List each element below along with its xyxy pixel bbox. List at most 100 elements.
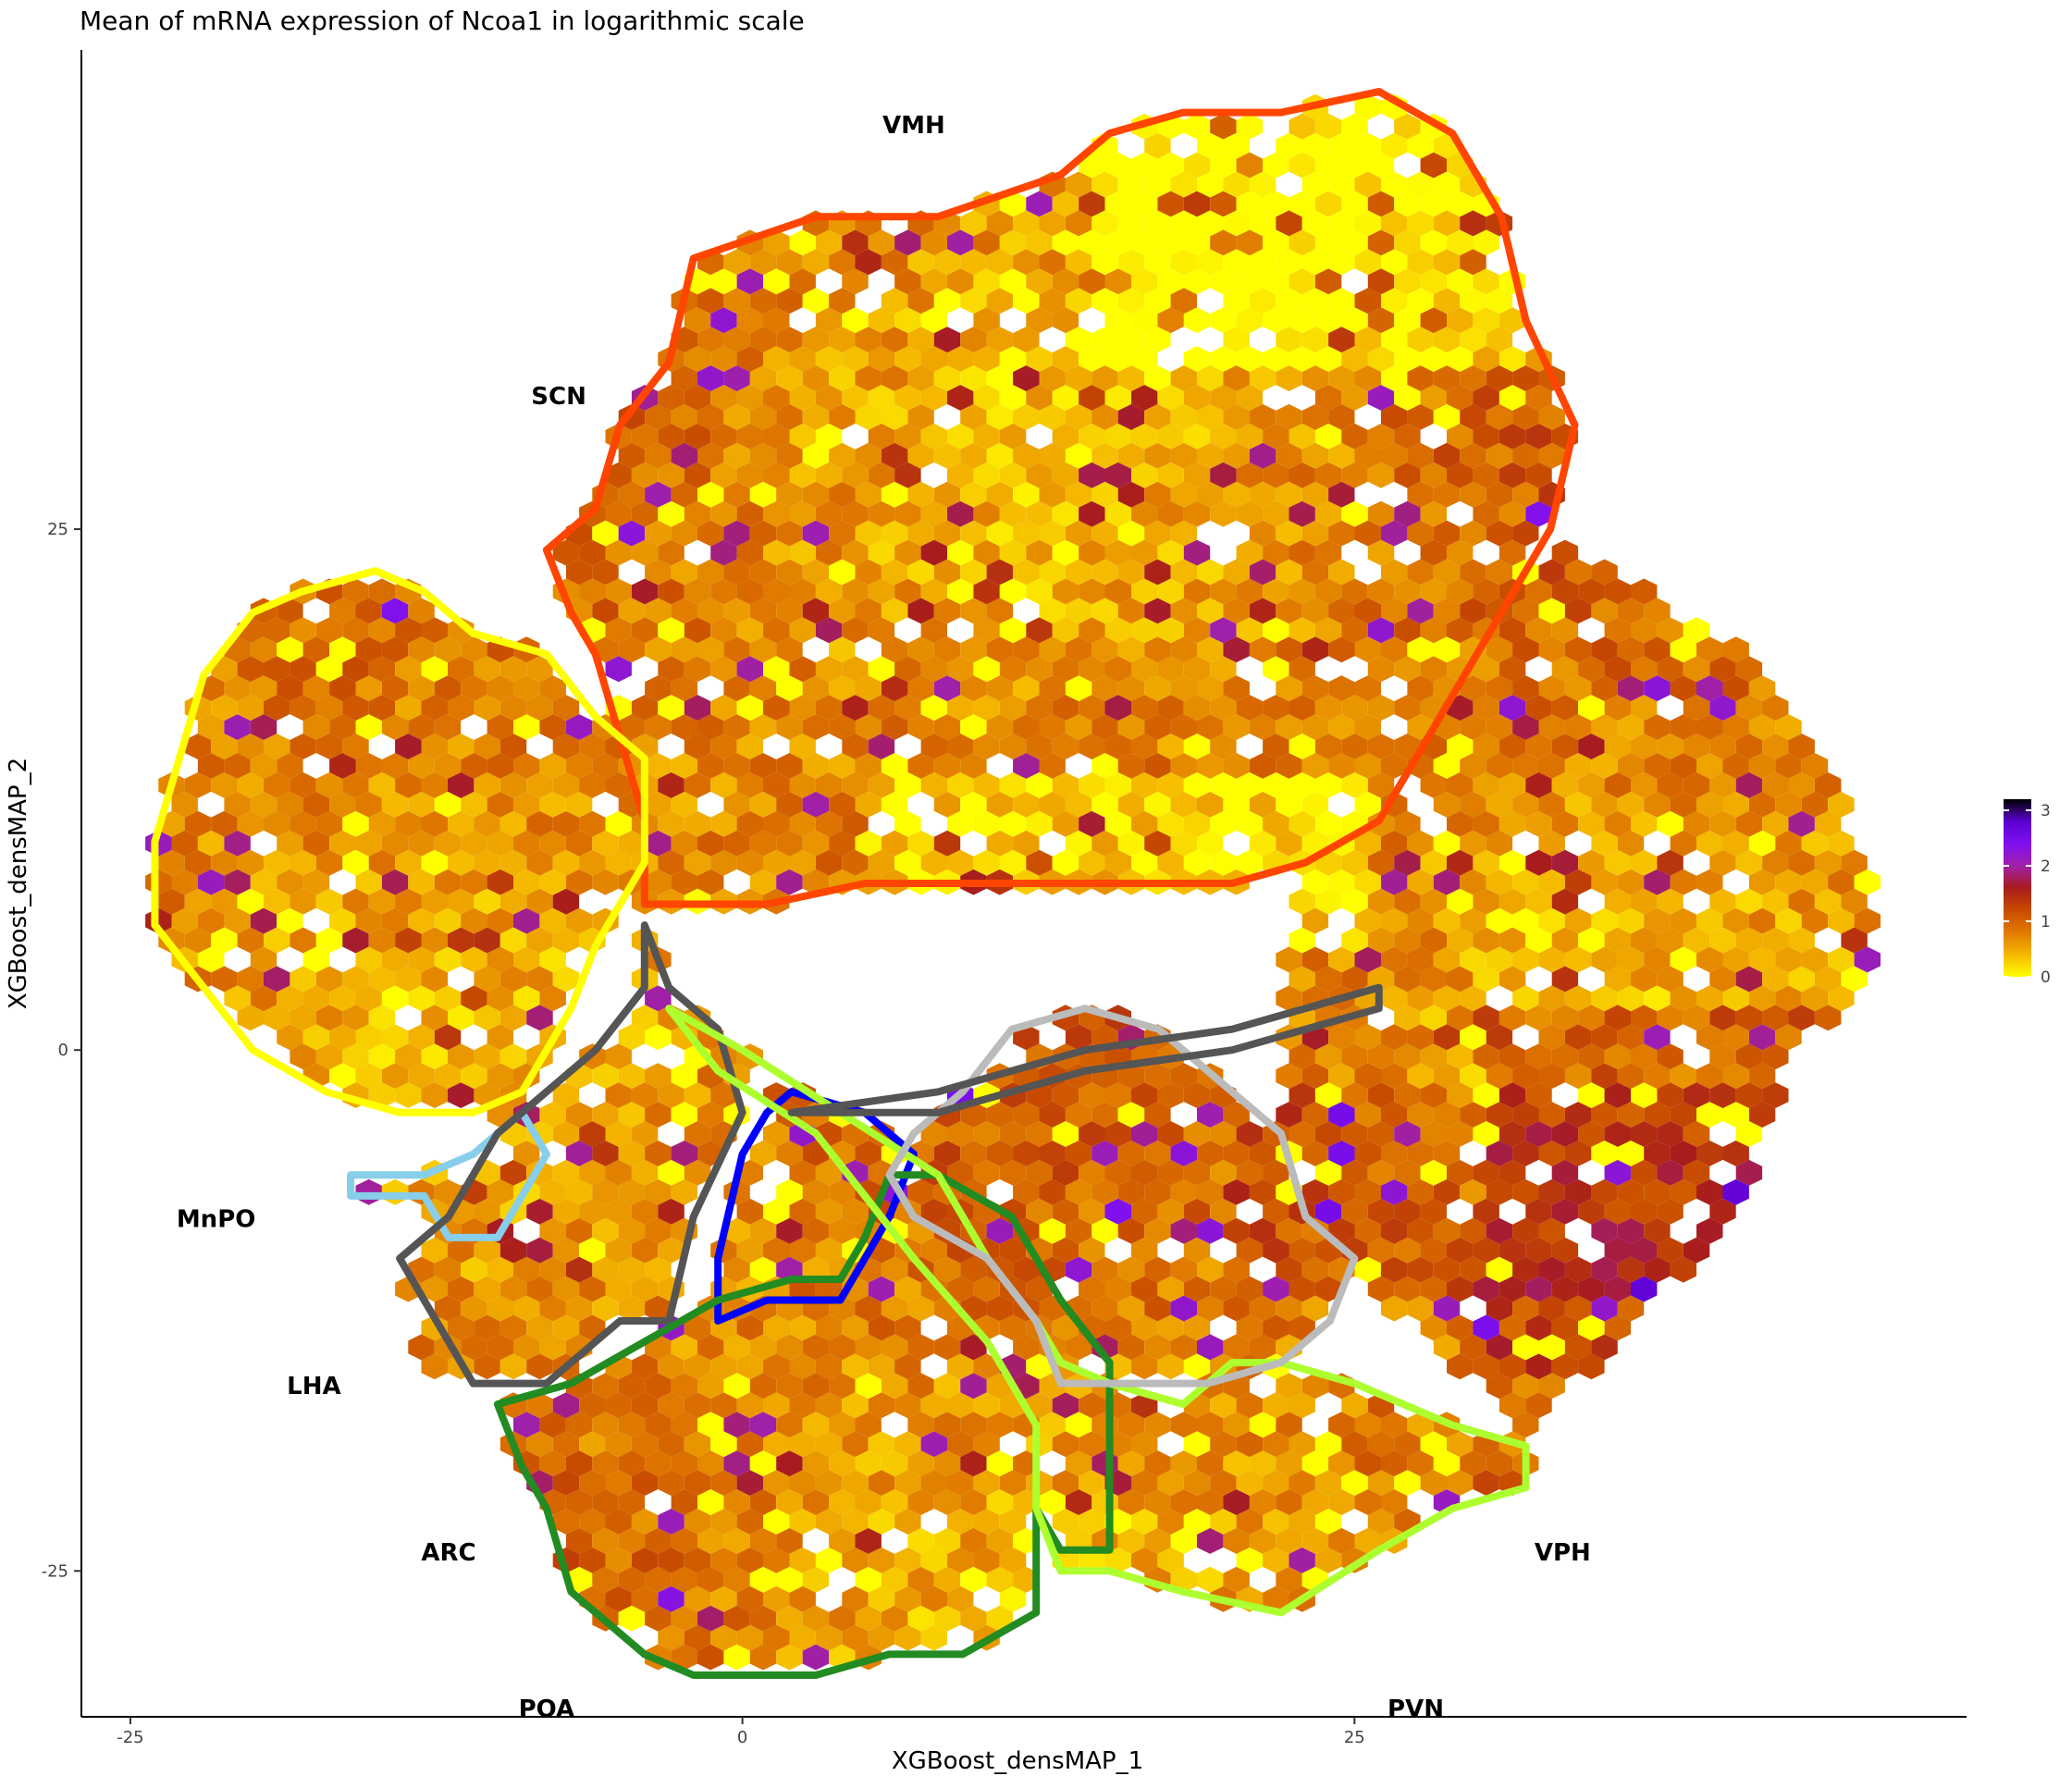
hex-cell (1538, 1373, 1565, 1400)
hex-cell (368, 1005, 396, 1031)
hex-cell (842, 385, 869, 411)
hex-cell (776, 327, 803, 353)
hex-cell (1801, 985, 1829, 1012)
hex-cell (1170, 365, 1197, 391)
hex-cell (1328, 946, 1355, 973)
hex-cell (565, 714, 593, 740)
hex-cell (1276, 132, 1302, 159)
hex-cell (855, 675, 882, 702)
hex-cell (1144, 753, 1171, 779)
hex-cell (723, 1412, 750, 1438)
hex-cell (960, 210, 987, 237)
hex-cell (671, 1566, 697, 1593)
hex-cell (1670, 714, 1696, 740)
hex-cell (1473, 734, 1499, 759)
hex-cell (631, 1198, 659, 1225)
hex-cell (1170, 249, 1197, 276)
hex-cell (1486, 1373, 1513, 1400)
hex-cell (802, 1605, 830, 1632)
hex-cell (1604, 1005, 1631, 1031)
hex-cell (1328, 1527, 1355, 1554)
hex-cell (1460, 520, 1486, 547)
region-outline-lha (396, 921, 746, 1388)
hex-cell (1447, 734, 1474, 759)
hex-cell (1328, 1412, 1355, 1438)
hex-cell (1092, 210, 1118, 237)
hex-cell (1709, 927, 1736, 954)
hex-cell (605, 1159, 632, 1186)
hex-cell (1026, 1353, 1053, 1380)
hex-cell (552, 888, 580, 915)
hex-cell (1394, 1159, 1421, 1186)
hex-cell (1670, 830, 1696, 857)
hex-cell (1551, 1276, 1579, 1302)
hex-cell (158, 888, 185, 915)
hex-cell (1328, 210, 1355, 237)
hex-cell (342, 849, 369, 876)
hex-cell (1433, 1295, 1461, 1322)
hex-cell (1591, 753, 1618, 779)
hex-cell (1460, 1178, 1486, 1205)
hex-cell (395, 927, 422, 954)
hex-cell (1131, 617, 1158, 644)
hex-cell (1407, 403, 1434, 430)
hex-cell (1328, 1489, 1355, 1515)
hex-cell (1328, 675, 1355, 702)
hex-cell (1407, 946, 1434, 973)
hex-cell (1289, 1470, 1315, 1496)
hex-cell (592, 559, 619, 586)
hex-cell (1367, 1470, 1395, 1496)
hex-cell (1591, 946, 1618, 973)
hex-cell (960, 1527, 987, 1554)
hex-cell (1433, 559, 1461, 586)
hex-cell (749, 1217, 777, 1244)
hex-cell (1433, 442, 1461, 469)
hex-cell (1460, 365, 1486, 391)
hex-cell (1301, 442, 1329, 469)
hex-cell (1210, 462, 1237, 488)
hex-cell (1709, 695, 1736, 722)
hex-cell (1092, 481, 1118, 508)
hex-cell (474, 1043, 500, 1070)
hex-cell (907, 1605, 934, 1632)
hex-cell (1367, 268, 1395, 295)
hex-cell (1420, 1237, 1447, 1264)
hex-cell (1367, 1431, 1395, 1458)
hex-cell (920, 346, 947, 372)
hex-cell (1473, 385, 1499, 411)
hex-cell (1657, 1121, 1684, 1147)
hex-cell (1828, 946, 1855, 973)
hex-cell (736, 1314, 763, 1341)
hex-cell (986, 1217, 1014, 1244)
hex-cell (1144, 210, 1171, 237)
hex-cell (697, 1334, 724, 1361)
hex-cell (645, 1605, 672, 1632)
hex-cell (697, 830, 724, 857)
hex-cell (933, 791, 961, 818)
hex-cell (1144, 1334, 1171, 1361)
hex-cell (277, 598, 303, 624)
hex-cell (1447, 1082, 1474, 1108)
hex-cell (1328, 171, 1355, 198)
hex-cell (1722, 791, 1749, 818)
hex-cell (1460, 481, 1486, 508)
hex-cell (197, 907, 225, 934)
hex-cell (421, 927, 448, 954)
hex-cell (1170, 598, 1197, 624)
hex-cell (1328, 714, 1355, 740)
hex-cell (1289, 1431, 1315, 1458)
hex-cell (1828, 869, 1855, 895)
hex-cell (802, 288, 830, 314)
hex-cell (684, 656, 711, 683)
hex-cell (1170, 1141, 1197, 1166)
hex-cell (1407, 598, 1434, 624)
hex-cell (605, 1043, 632, 1070)
hex-cell (1223, 714, 1250, 740)
hex-cell (829, 442, 856, 469)
hex-cell (1079, 346, 1105, 372)
hex-cell (1210, 1509, 1237, 1535)
hex-cell (1696, 675, 1723, 702)
hex-cell (1657, 1082, 1684, 1108)
hex-cell (434, 714, 462, 740)
hex-cell (1498, 771, 1526, 798)
